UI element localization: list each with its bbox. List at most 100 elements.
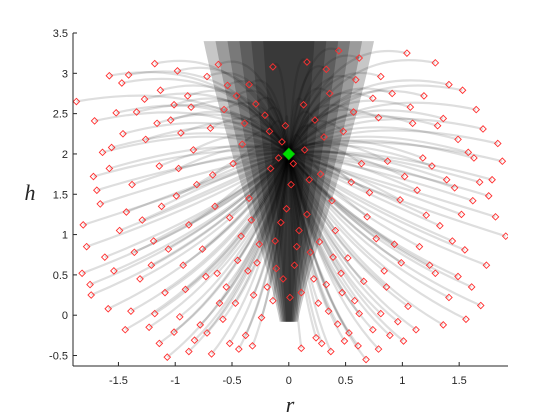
trajectory-line — [111, 132, 290, 155]
endpoint-marker — [132, 108, 141, 116]
trajectory-line — [287, 108, 379, 155]
endpoint-marker — [234, 345, 243, 353]
endpoint-marker — [183, 92, 192, 100]
endpoint-marker — [309, 275, 318, 283]
endpoint-marker — [266, 164, 275, 173]
endpoint-marker — [312, 333, 320, 342]
trajectory-line — [212, 148, 290, 176]
endpoint-marker — [365, 188, 374, 197]
endpoint-marker — [297, 288, 306, 297]
endpoint-marker — [214, 60, 223, 69]
endpoint-marker — [501, 232, 508, 241]
trajectory-line — [173, 153, 290, 333]
trajectory-line — [130, 153, 290, 313]
trajectory-line — [287, 113, 413, 155]
trajectory-line — [102, 135, 290, 155]
trajectory-line — [154, 153, 290, 315]
trajectory-line — [199, 153, 290, 326]
endpoint-marker — [244, 267, 252, 275]
trajectory-line — [177, 66, 290, 155]
trajectory-line — [217, 60, 290, 155]
endpoint-marker — [237, 232, 245, 241]
trajectory-line — [287, 115, 438, 155]
trajectory-line — [287, 153, 301, 231]
trajectory-line — [232, 142, 290, 165]
endpoint-marker — [196, 321, 205, 329]
trajectory-line — [287, 153, 388, 288]
trajectory-line — [136, 103, 290, 155]
trajectory-line — [287, 153, 298, 247]
endpoint-marker — [436, 221, 444, 230]
endpoint-marker — [277, 218, 285, 227]
trajectory-line — [287, 59, 436, 155]
endpoint-marker — [89, 172, 98, 181]
trajectory-line — [288, 149, 406, 178]
endpoint-marker — [166, 116, 175, 124]
endpoint-marker — [339, 127, 348, 136]
endpoint-marker — [289, 159, 298, 168]
endpoint-marker — [333, 320, 342, 328]
trajectory-line — [94, 111, 290, 155]
trajectory-line — [115, 104, 290, 155]
endpoint-marker — [255, 240, 264, 249]
endpoint-marker — [412, 325, 420, 334]
endpoint-marker — [155, 339, 164, 348]
endpoint-marker — [96, 200, 105, 208]
endpoint-marker — [439, 114, 448, 123]
endpoint-marker — [122, 208, 131, 216]
trajectory-line — [287, 153, 436, 275]
endpoint-marker — [261, 111, 269, 120]
trajectory-line — [255, 153, 290, 264]
trajectory-line — [222, 153, 290, 320]
endpoint-marker — [190, 336, 199, 345]
trajectory-line — [287, 153, 402, 264]
endpoint-marker — [350, 296, 359, 305]
endpoint-marker — [98, 148, 107, 157]
trajectory-line — [240, 153, 290, 237]
trajectory-line — [287, 65, 327, 155]
endpoint-marker — [422, 211, 431, 220]
trajectory-line — [274, 153, 290, 242]
tick-labels: -1.5 -1 -0.5 0 0.5 1 1.5 -0.5 0 0.5 1 1.5 2 2.5 3 3.5 — [49, 28, 467, 387]
endpoint-marker — [331, 226, 340, 235]
endpoint-marker — [219, 315, 227, 324]
endpoint-marker — [461, 246, 469, 254]
trajectory-line — [287, 99, 411, 155]
y-tick-label: 1.5 — [53, 189, 68, 201]
trajectory-line — [164, 153, 290, 294]
axes — [72, 32, 508, 367]
endpoint-marker — [222, 283, 231, 291]
endpoint-marker — [174, 164, 183, 173]
trajectory-line — [251, 153, 290, 347]
endpoint-marker — [292, 242, 301, 251]
endpoint-marker — [357, 159, 366, 168]
trajectory-line — [216, 153, 290, 275]
endpoint-marker — [431, 58, 440, 67]
endpoint-marker — [140, 95, 149, 103]
trajectory-line — [288, 139, 424, 160]
trajectory-line — [287, 120, 344, 155]
trajectory-line — [287, 153, 356, 302]
endpoint-marker — [382, 283, 391, 291]
trajectory-line — [235, 89, 290, 155]
trajectory-line — [288, 139, 475, 160]
y-tick-label: 0 — [62, 310, 68, 322]
trajectory-line — [288, 152, 474, 202]
endpoint-marker — [177, 129, 185, 137]
trajectory-line — [131, 151, 289, 186]
endpoint-marker — [306, 248, 315, 257]
trajectory-line — [287, 89, 425, 155]
trajectory-line — [288, 153, 453, 243]
trajectory-line — [288, 152, 496, 218]
endpoint-marker — [418, 154, 427, 162]
x-tick-label: 1.5 — [452, 375, 467, 387]
endpoint-marker — [110, 267, 118, 275]
trajectory-line — [287, 153, 349, 259]
trajectory-line — [288, 129, 499, 155]
trajectory-line — [288, 117, 484, 155]
trajectory-line — [268, 119, 290, 155]
endpoint-marker — [408, 119, 417, 128]
endpoint-marker — [397, 258, 406, 267]
trajectory-line — [287, 153, 350, 334]
